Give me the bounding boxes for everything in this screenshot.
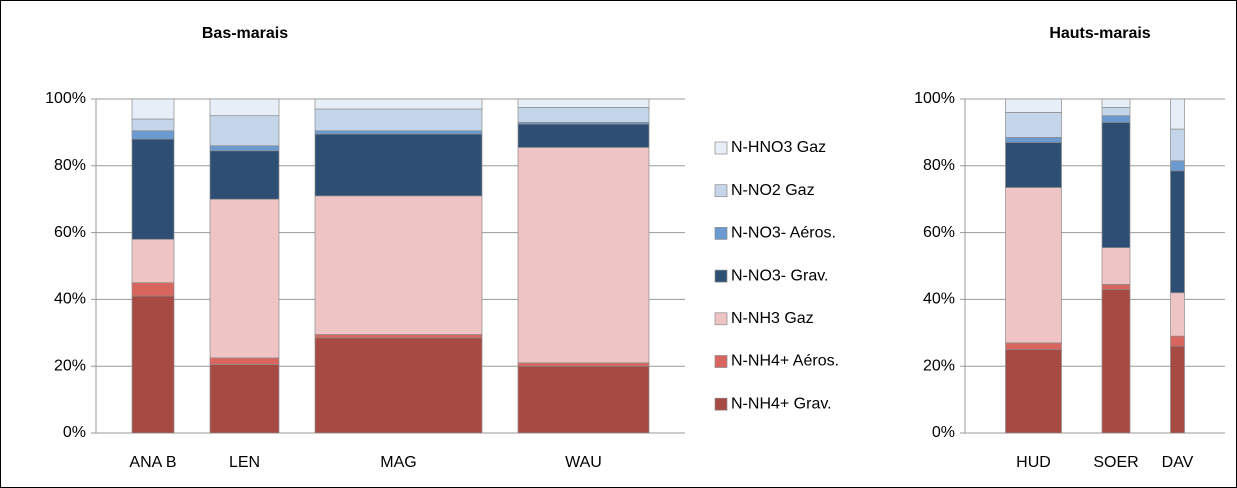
bar-segment	[209, 115, 280, 147]
y-tick-label: 40%	[54, 291, 86, 308]
bar-segment	[1170, 345, 1185, 434]
legend-swatch	[714, 312, 728, 326]
bar-segment	[314, 130, 483, 135]
x-tick-label: LEN	[229, 454, 260, 471]
bar-segment	[1170, 128, 1185, 162]
y-tick-label: 0%	[63, 424, 86, 441]
bar-segment	[314, 337, 483, 434]
bar-segment	[1170, 292, 1185, 337]
bar-segment	[131, 118, 175, 132]
bar-segment	[209, 98, 280, 117]
chart-title: Bas-marais	[202, 25, 288, 42]
legend-label: N-HNO3 Gaz	[731, 139, 826, 156]
bar-segment	[1101, 289, 1131, 434]
legend-label: N-NH4+ Aéros.	[731, 353, 839, 370]
bar-segment	[1005, 98, 1062, 113]
bar-segment	[131, 295, 175, 434]
bar-segment	[209, 145, 280, 152]
x-tick-label: SOER	[1093, 454, 1138, 471]
legend-swatch	[714, 141, 728, 155]
y-tick-label: 100%	[45, 90, 86, 107]
bar-segment	[1170, 170, 1185, 294]
bar-segment	[314, 133, 483, 197]
bar-segment	[131, 138, 175, 240]
x-tick-label: ANA B	[129, 454, 176, 471]
bar-segment	[1101, 106, 1131, 117]
legend-swatch	[714, 355, 728, 368]
bar-segment	[1005, 342, 1062, 350]
x-tick-label: DAV	[1162, 454, 1194, 471]
bar-segment	[314, 334, 483, 339]
bar-segment	[131, 282, 175, 297]
bar-segment	[1005, 142, 1062, 188]
bar-segment	[517, 98, 650, 108]
bar-segment	[314, 195, 483, 335]
bar-segment	[1170, 335, 1185, 347]
y-tick-label: 0%	[932, 424, 955, 441]
bar-segment	[1101, 247, 1131, 285]
legend-label: N-NO3- Grav.	[731, 267, 828, 284]
y-tick-label: 60%	[54, 224, 86, 241]
x-tick-label: MAG	[380, 454, 416, 471]
y-tick-label: 60%	[923, 224, 955, 241]
bar-segment	[517, 106, 650, 123]
legend-swatch	[714, 227, 728, 240]
y-tick-label: 80%	[923, 157, 955, 174]
bar-segment	[1101, 98, 1131, 108]
legend-swatch	[714, 397, 728, 411]
y-tick-label: 100%	[914, 90, 955, 107]
bar-segment	[131, 130, 175, 140]
bar-segment	[314, 98, 483, 110]
bar-segment	[1170, 160, 1185, 172]
bar-segment	[517, 365, 650, 434]
bar-segment	[209, 357, 280, 365]
bar-segment	[209, 150, 280, 200]
bar-segment	[1005, 187, 1062, 344]
y-tick-label: 20%	[54, 357, 86, 374]
bar-segment	[209, 364, 280, 434]
x-tick-label: HUD	[1016, 454, 1051, 471]
bar-segment	[1005, 112, 1062, 138]
y-tick-label: 20%	[923, 357, 955, 374]
y-tick-label: 40%	[923, 291, 955, 308]
legend-label: N-NO3- Aéros.	[731, 225, 836, 242]
bar-segment	[131, 238, 175, 284]
bar-segment	[131, 98, 175, 120]
y-tick-label: 80%	[54, 157, 86, 174]
legend-label: N-NH3 Gaz	[731, 310, 814, 327]
bar-segment	[1005, 137, 1062, 143]
bar-segment	[1101, 115, 1131, 123]
bar-segment	[517, 147, 650, 364]
bar-segment	[1101, 122, 1131, 248]
bar-segment	[314, 108, 483, 132]
x-tick-label: WAU	[565, 454, 602, 471]
bar-segment	[209, 198, 280, 359]
bar-segment	[1005, 349, 1062, 434]
bar-segment	[1101, 284, 1131, 290]
bar-segment	[517, 362, 650, 367]
legend-label: N-NO2 Gaz	[731, 182, 815, 199]
legend-swatch	[714, 269, 728, 283]
bar-segment	[1170, 98, 1185, 130]
legend-label: N-NH4+ Grav.	[731, 395, 832, 412]
legend-swatch	[714, 184, 728, 198]
chart-title: Hauts-marais	[1049, 25, 1150, 42]
bar-segment	[517, 123, 650, 148]
